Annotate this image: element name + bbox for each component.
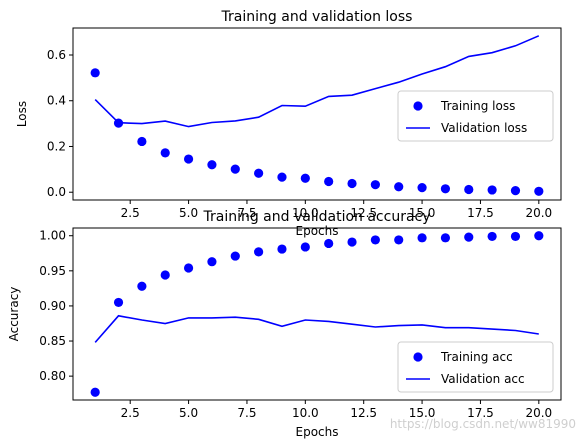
loss-training-point <box>324 176 334 187</box>
accuracy-y-tick-label: 0.80 <box>39 369 66 383</box>
loss-training-point <box>440 184 451 194</box>
loss-training-point <box>534 186 544 196</box>
accuracy-training-point <box>534 231 544 241</box>
accuracy-x-tick-label: 5.0 <box>179 406 198 420</box>
accuracy-x-tick-label: 12.5 <box>350 406 377 420</box>
accuracy-chart-title: Training and validation accuracy <box>202 209 430 225</box>
loss-training-point <box>487 185 497 195</box>
loss-x-tick-label: 7.5 <box>237 206 256 220</box>
accuracy-chart: Training and validation accuracy Accurac… <box>7 209 562 439</box>
accuracy-validation-line <box>94 314 539 343</box>
accuracy-y-tick-label: 0.85 <box>39 334 66 348</box>
loss-y-tick-label: 0.0 <box>47 185 66 199</box>
loss-legend-label: Validation loss <box>441 121 527 135</box>
loss-chart-x-axis-title: Epochs <box>296 224 339 238</box>
loss-training-point <box>370 180 380 190</box>
accuracy-training-point <box>113 297 124 308</box>
loss-legend-box <box>397 90 554 142</box>
accuracy-training-point <box>277 244 287 254</box>
loss-legend: Training loss Validation loss <box>397 90 554 142</box>
accuracy-training-point <box>487 231 497 242</box>
loss-training-point <box>300 173 310 183</box>
loss-legend-marker <box>413 101 423 111</box>
loss-x-tick-label: 10.0 <box>292 206 319 220</box>
accuracy-x-tick-label: 2.5 <box>121 406 140 420</box>
loss-chart-title: Training and validation loss <box>221 9 413 25</box>
accuracy-legend: Training acc Validation acc <box>397 341 554 393</box>
accuracy-training-point <box>160 270 170 280</box>
accuracy-training-point <box>370 235 380 245</box>
loss-x-tick-label: 15.0 <box>409 206 436 220</box>
loss-chart: Training and validation loss Loss Epochs… <box>15 9 562 238</box>
accuracy-legend-box <box>397 341 554 393</box>
loss-legend-label: Training loss <box>440 99 515 113</box>
accuracy-legend-label: Training acc <box>440 350 513 364</box>
accuracy-chart-frame <box>72 227 562 401</box>
accuracy-x-tick-label: 7.5 <box>237 406 256 420</box>
accuracy-x-tick-label: 17.5 <box>467 406 494 420</box>
accuracy-training-point <box>464 232 474 242</box>
accuracy-legend-label: Validation acc <box>441 372 525 386</box>
accuracy-legend-marker <box>413 352 423 362</box>
accuracy-training-point <box>137 281 147 291</box>
accuracy-training-point <box>347 237 357 247</box>
loss-validation-line <box>94 35 540 128</box>
loss-training-point <box>160 148 170 158</box>
loss-x-tick-label: 5.0 <box>179 206 198 220</box>
accuracy-x-tick-label: 15.0 <box>409 406 436 420</box>
accuracy-training-point <box>183 263 194 273</box>
watermark-text: https://blog.csdn.net/ww81990 <box>390 417 576 431</box>
loss-training-point <box>207 160 217 170</box>
loss-training-point <box>417 183 427 193</box>
accuracy-training-point <box>324 238 334 249</box>
loss-training-point <box>183 154 194 164</box>
accuracy-training-point <box>230 251 240 261</box>
accuracy-y-tick-label: 0.90 <box>39 299 66 313</box>
loss-y-tick-label: 0.4 <box>47 94 66 108</box>
accuracy-training-point <box>300 242 310 252</box>
accuracy-x-tick-label: 20.0 <box>525 406 552 420</box>
accuracy-training-point <box>510 231 521 242</box>
loss-x-tick-label: 17.5 <box>467 206 494 220</box>
accuracy-chart-x-axis-title: Epochs <box>296 425 339 439</box>
accuracy-training-point <box>90 387 100 397</box>
loss-y-tick-label: 0.6 <box>47 48 66 62</box>
loss-x-tick-label: 20.0 <box>525 206 552 220</box>
loss-y-tick-label: 0.2 <box>47 139 66 153</box>
accuracy-training-point <box>417 233 427 243</box>
accuracy-chart-y-axis-title: Accuracy <box>7 287 21 342</box>
loss-training-point <box>510 186 521 196</box>
loss-training-point <box>347 178 357 189</box>
loss-x-tick-label: 12.5 <box>350 206 377 220</box>
loss-training-point <box>230 164 240 174</box>
loss-chart-frame <box>72 27 562 201</box>
loss-training-point <box>137 136 147 147</box>
loss-training-point <box>394 182 404 192</box>
accuracy-x-tick-label: 10.0 <box>292 406 319 420</box>
accuracy-training-point <box>394 235 404 245</box>
accuracy-training-point <box>254 247 264 257</box>
loss-x-tick-label: 2.5 <box>121 206 140 220</box>
accuracy-y-tick-label: 1.00 <box>39 229 66 243</box>
accuracy-y-tick-label: 0.95 <box>39 264 66 278</box>
loss-chart-y-axis-title: Loss <box>15 101 29 127</box>
accuracy-training-point <box>207 257 217 267</box>
loss-training-point <box>464 184 474 195</box>
loss-training-point <box>277 172 287 182</box>
loss-training-point <box>90 68 100 78</box>
accuracy-training-point <box>440 233 451 243</box>
loss-training-point <box>254 168 264 178</box>
